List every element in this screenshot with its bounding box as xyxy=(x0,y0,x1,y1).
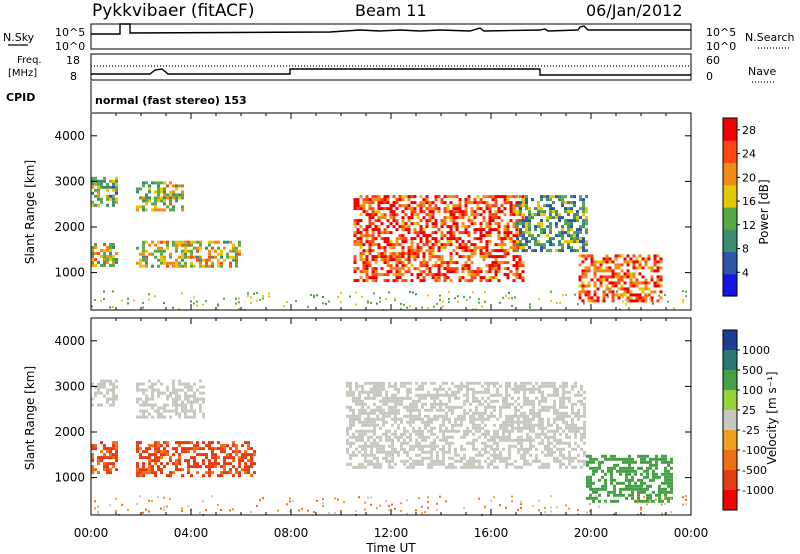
power-region-1 xyxy=(91,243,118,267)
velocity-colorbar-swatch-8 xyxy=(723,490,737,511)
power-cbar-label-2: 12 xyxy=(742,219,756,232)
station-title: Pykkvibaer (fitACF) xyxy=(92,1,254,21)
nave-label: Nave xyxy=(748,65,776,78)
velocity-cbar-label-6: -500 xyxy=(742,464,767,477)
power-cbar-label-6: 28 xyxy=(742,124,756,137)
velocity-region-0 xyxy=(91,379,118,407)
date-title: 06/Jan/2012 xyxy=(586,1,683,20)
power-cbar-label-3: 16 xyxy=(742,195,756,208)
xtick-label-2: 08:00 xyxy=(274,526,309,540)
xtick-label-6: 00:00 xyxy=(674,526,709,540)
time-axis-ticks: 00:00 04:00 08:00 12:00 16:00 20:00 00:00 xyxy=(74,526,709,540)
power-colorbar-swatch-5 xyxy=(723,162,737,186)
power-region-2 xyxy=(136,181,184,212)
freq-unit: [MHz] xyxy=(8,68,37,79)
velocity-cbar-label-7: -1000 xyxy=(742,484,774,497)
velocity-colorbar-swatch-5 xyxy=(723,430,737,451)
velocity-heatmap xyxy=(91,379,687,516)
velocity-cbar-label-4: -25 xyxy=(742,424,760,437)
velocity-region-2 xyxy=(136,379,205,419)
velocity-cbar-label-0: 1000 xyxy=(742,344,770,357)
velocity-ylabel: Slant Range [km] xyxy=(23,366,37,470)
ytick-label-3: 4000 xyxy=(54,129,85,143)
noise-tick-left-low: 10^0 xyxy=(55,40,85,53)
velocity-colorbar-swatch-1 xyxy=(723,350,737,371)
velocity-cbar-label-3: 25 xyxy=(742,404,756,417)
power-colorbar-swatch-1 xyxy=(723,251,737,275)
power-colorbar-frame xyxy=(722,117,738,297)
noise-tick-right-high: 10^5 xyxy=(706,26,736,39)
velocity-ground-scatter xyxy=(94,495,687,516)
velocity-cbar-label-2: 100 xyxy=(742,384,763,397)
nsky-label: N.Sky xyxy=(3,31,35,44)
velocity-axis-ticks: 1000 2000 3000 4000 xyxy=(54,318,692,515)
power-cbar-label-0: 4 xyxy=(742,266,749,279)
power-colorbar-swatch-7 xyxy=(723,118,737,141)
power-colorbar-swatch-6 xyxy=(723,140,737,164)
velocity-colorbar-swatch-2 xyxy=(723,370,737,391)
velocity-colorbar-swatch-6 xyxy=(723,450,737,471)
power-cbar-label-4: 20 xyxy=(742,171,756,184)
power-cbar-label-5: 24 xyxy=(742,148,756,161)
power-region-0 xyxy=(91,176,118,207)
power-heatmap xyxy=(91,176,687,311)
power-region-4 xyxy=(353,195,525,283)
x-axis-label: Time UT xyxy=(365,541,416,554)
nave-tick-high: 60 xyxy=(706,54,720,67)
ytick-label-1: 2000 xyxy=(54,425,85,439)
power-ground-scatter xyxy=(91,290,687,311)
xtick-label-3: 12:00 xyxy=(374,526,409,540)
power-colorbar-swatch-0 xyxy=(723,273,737,297)
velocity-cbar-label-5: -100 xyxy=(742,444,767,457)
freq-trace xyxy=(91,68,691,76)
cpid-value: normal (fast stereo) 153 xyxy=(95,94,247,107)
velocity-region-4 xyxy=(346,381,586,469)
power-region-3 xyxy=(136,240,241,268)
ytick-label-2: 3000 xyxy=(54,379,85,393)
power-ylabel: Slant Range [km] xyxy=(23,160,37,264)
power-colorbar-swatch-2 xyxy=(723,229,737,253)
freq-tick-high: 18 xyxy=(66,54,80,67)
power-colorbar: 4 8 12 16 20 24 28 xyxy=(722,117,756,297)
velocity-colorbar-swatch-0 xyxy=(723,330,737,351)
xtick-label-1: 04:00 xyxy=(174,526,209,540)
velocity-colorbar: 1000 500 100 25 -25 -100 -500 -1000 xyxy=(722,329,774,511)
xtick-label-5: 20:00 xyxy=(574,526,609,540)
velocity-region-3 xyxy=(136,441,256,478)
freq-tick-low: 8 xyxy=(70,70,77,83)
ytick-label-2: 3000 xyxy=(54,174,85,188)
ytick-label-1: 2000 xyxy=(54,220,85,234)
noise-tick-right-low: 10^0 xyxy=(706,40,736,53)
noise-sky-trace xyxy=(91,23,691,35)
beam-title: Beam 11 xyxy=(355,1,427,20)
velocity-colorbar-swatch-3 xyxy=(723,390,737,411)
noise-tick-left-high: 10^5 xyxy=(55,26,85,39)
noise-panel xyxy=(90,23,692,50)
ytick-label-0: 1000 xyxy=(54,471,85,485)
velocity-colorbar-frame xyxy=(722,329,738,511)
power-region-5 xyxy=(516,195,588,253)
velocity-colorbar-label: Velocity [m s⁻¹] xyxy=(765,371,779,464)
nave-tick-low: 0 xyxy=(706,70,713,83)
freq-panel xyxy=(90,53,692,81)
velocity-colorbar-swatch-4 xyxy=(723,410,737,431)
ytick-label-3: 4000 xyxy=(54,334,85,348)
power-colorbar-label: Power [dB] xyxy=(757,179,771,244)
freq-label: Freq. xyxy=(17,55,42,66)
velocity-region-5 xyxy=(586,454,673,503)
power-cbar-label-1: 8 xyxy=(742,243,749,256)
cpid-label: CPID xyxy=(6,91,35,104)
xtick-label-0: 00:00 xyxy=(74,526,109,540)
power-axis-ticks: 1000 2000 3000 4000 xyxy=(54,113,692,310)
power-region-6 xyxy=(578,254,663,303)
velocity-region-1 xyxy=(91,441,118,475)
velocity-colorbar-swatch-7 xyxy=(723,470,737,491)
ytick-label-0: 1000 xyxy=(54,266,85,280)
power-colorbar-swatch-4 xyxy=(723,184,737,208)
velocity-cbar-label-1: 500 xyxy=(742,364,763,377)
nsearch-label: N.Search xyxy=(745,31,795,44)
xtick-label-4: 16:00 xyxy=(474,526,509,540)
power-colorbar-swatch-3 xyxy=(723,207,737,230)
